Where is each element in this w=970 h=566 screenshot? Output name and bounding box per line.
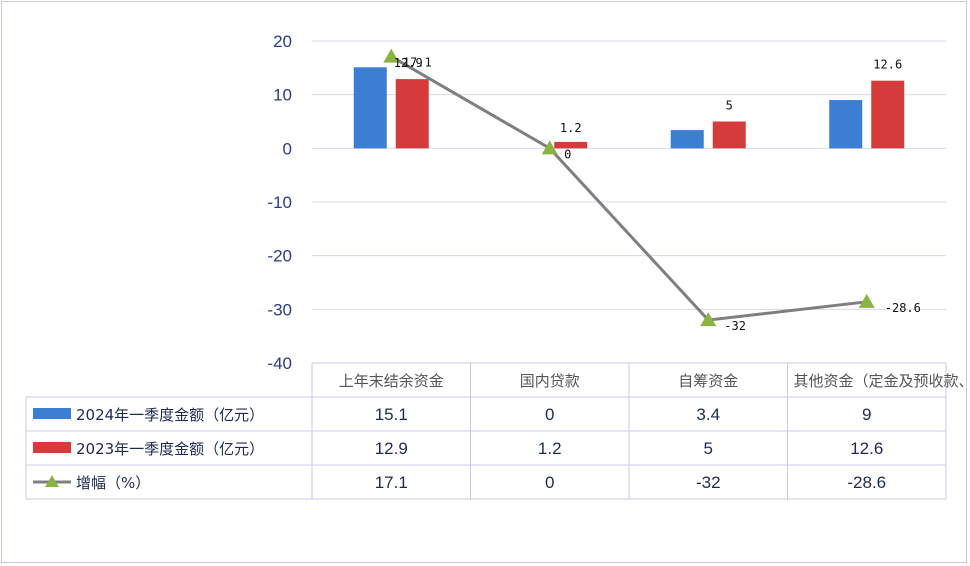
y-tick-label: -10: [267, 193, 292, 212]
category-label: 自筹资金: [678, 372, 738, 390]
legend-swatch: [33, 442, 71, 453]
legend-label: 增幅（%）: [76, 474, 150, 492]
table-cell: -28.6: [847, 473, 886, 492]
triangle-marker: [858, 293, 875, 308]
legend-label: 2024年一季度金额（亿元）: [76, 406, 264, 424]
data-labels: 12.917.1 1.2 0 5 -32 12.6 -28.6: [394, 56, 921, 334]
table-cell: 0: [545, 473, 554, 492]
y-tick-label: 0: [283, 139, 292, 158]
bar-label: 5: [726, 99, 733, 113]
bar-label: 12.6: [873, 58, 902, 72]
table-cell: 9: [862, 405, 871, 424]
triangle-marker: [541, 140, 558, 155]
growth-line: [383, 48, 875, 327]
category-label: 其他资金（定金及预收款、个人: [794, 372, 970, 390]
table-cell: 1.2: [538, 439, 562, 458]
category-label: 国内贷款: [520, 372, 580, 390]
bar-label: 1.2: [560, 121, 582, 135]
legend-label: 2023年一季度金额（亿元）: [76, 440, 264, 458]
table-cell: 5: [704, 439, 713, 458]
y-tick-label: -40: [267, 354, 292, 373]
y-tick-label: 20: [273, 32, 292, 51]
y-tick-label: -20: [267, 247, 292, 266]
table-cell: 15.1: [375, 405, 408, 424]
category-label: 上年末结余资金: [339, 372, 444, 390]
line-label: 17.1: [403, 56, 432, 70]
bar-label: 12.9: [394, 56, 423, 70]
bar: [670, 130, 704, 149]
table-cell: 12.6: [850, 439, 883, 458]
y-axis-ticks: 20 10 0 -10 -20 -30 -40: [267, 32, 292, 373]
bar: [829, 100, 863, 149]
bar: [353, 67, 387, 149]
line-label: -28.6: [885, 301, 921, 315]
table-cell: 3.4: [696, 405, 720, 424]
line-label: -32: [724, 319, 746, 333]
table-cell: 17.1: [375, 473, 408, 492]
bar: [554, 141, 588, 149]
triangle-marker: [700, 312, 717, 327]
y-tick-label: -30: [267, 300, 292, 319]
growth-line-path: [390, 55, 867, 322]
bar: [712, 121, 746, 149]
y-tick-label: 10: [273, 86, 292, 105]
bar: [395, 79, 429, 149]
table-cell: 0: [545, 405, 554, 424]
data-table: 上年末结余资金 国内贷款 自筹资金 其他资金（定金及预收款、个人 2024年一季度金额（…: [25, 362, 970, 500]
bar: [871, 80, 905, 149]
triangle-marker: [383, 48, 400, 63]
table-cell: -32: [696, 473, 721, 492]
bars: [353, 67, 905, 149]
line-label: 0: [564, 147, 571, 161]
legend-swatch: [33, 408, 71, 419]
legend-marker: [45, 475, 59, 487]
table-cell: 12.9: [375, 439, 408, 458]
